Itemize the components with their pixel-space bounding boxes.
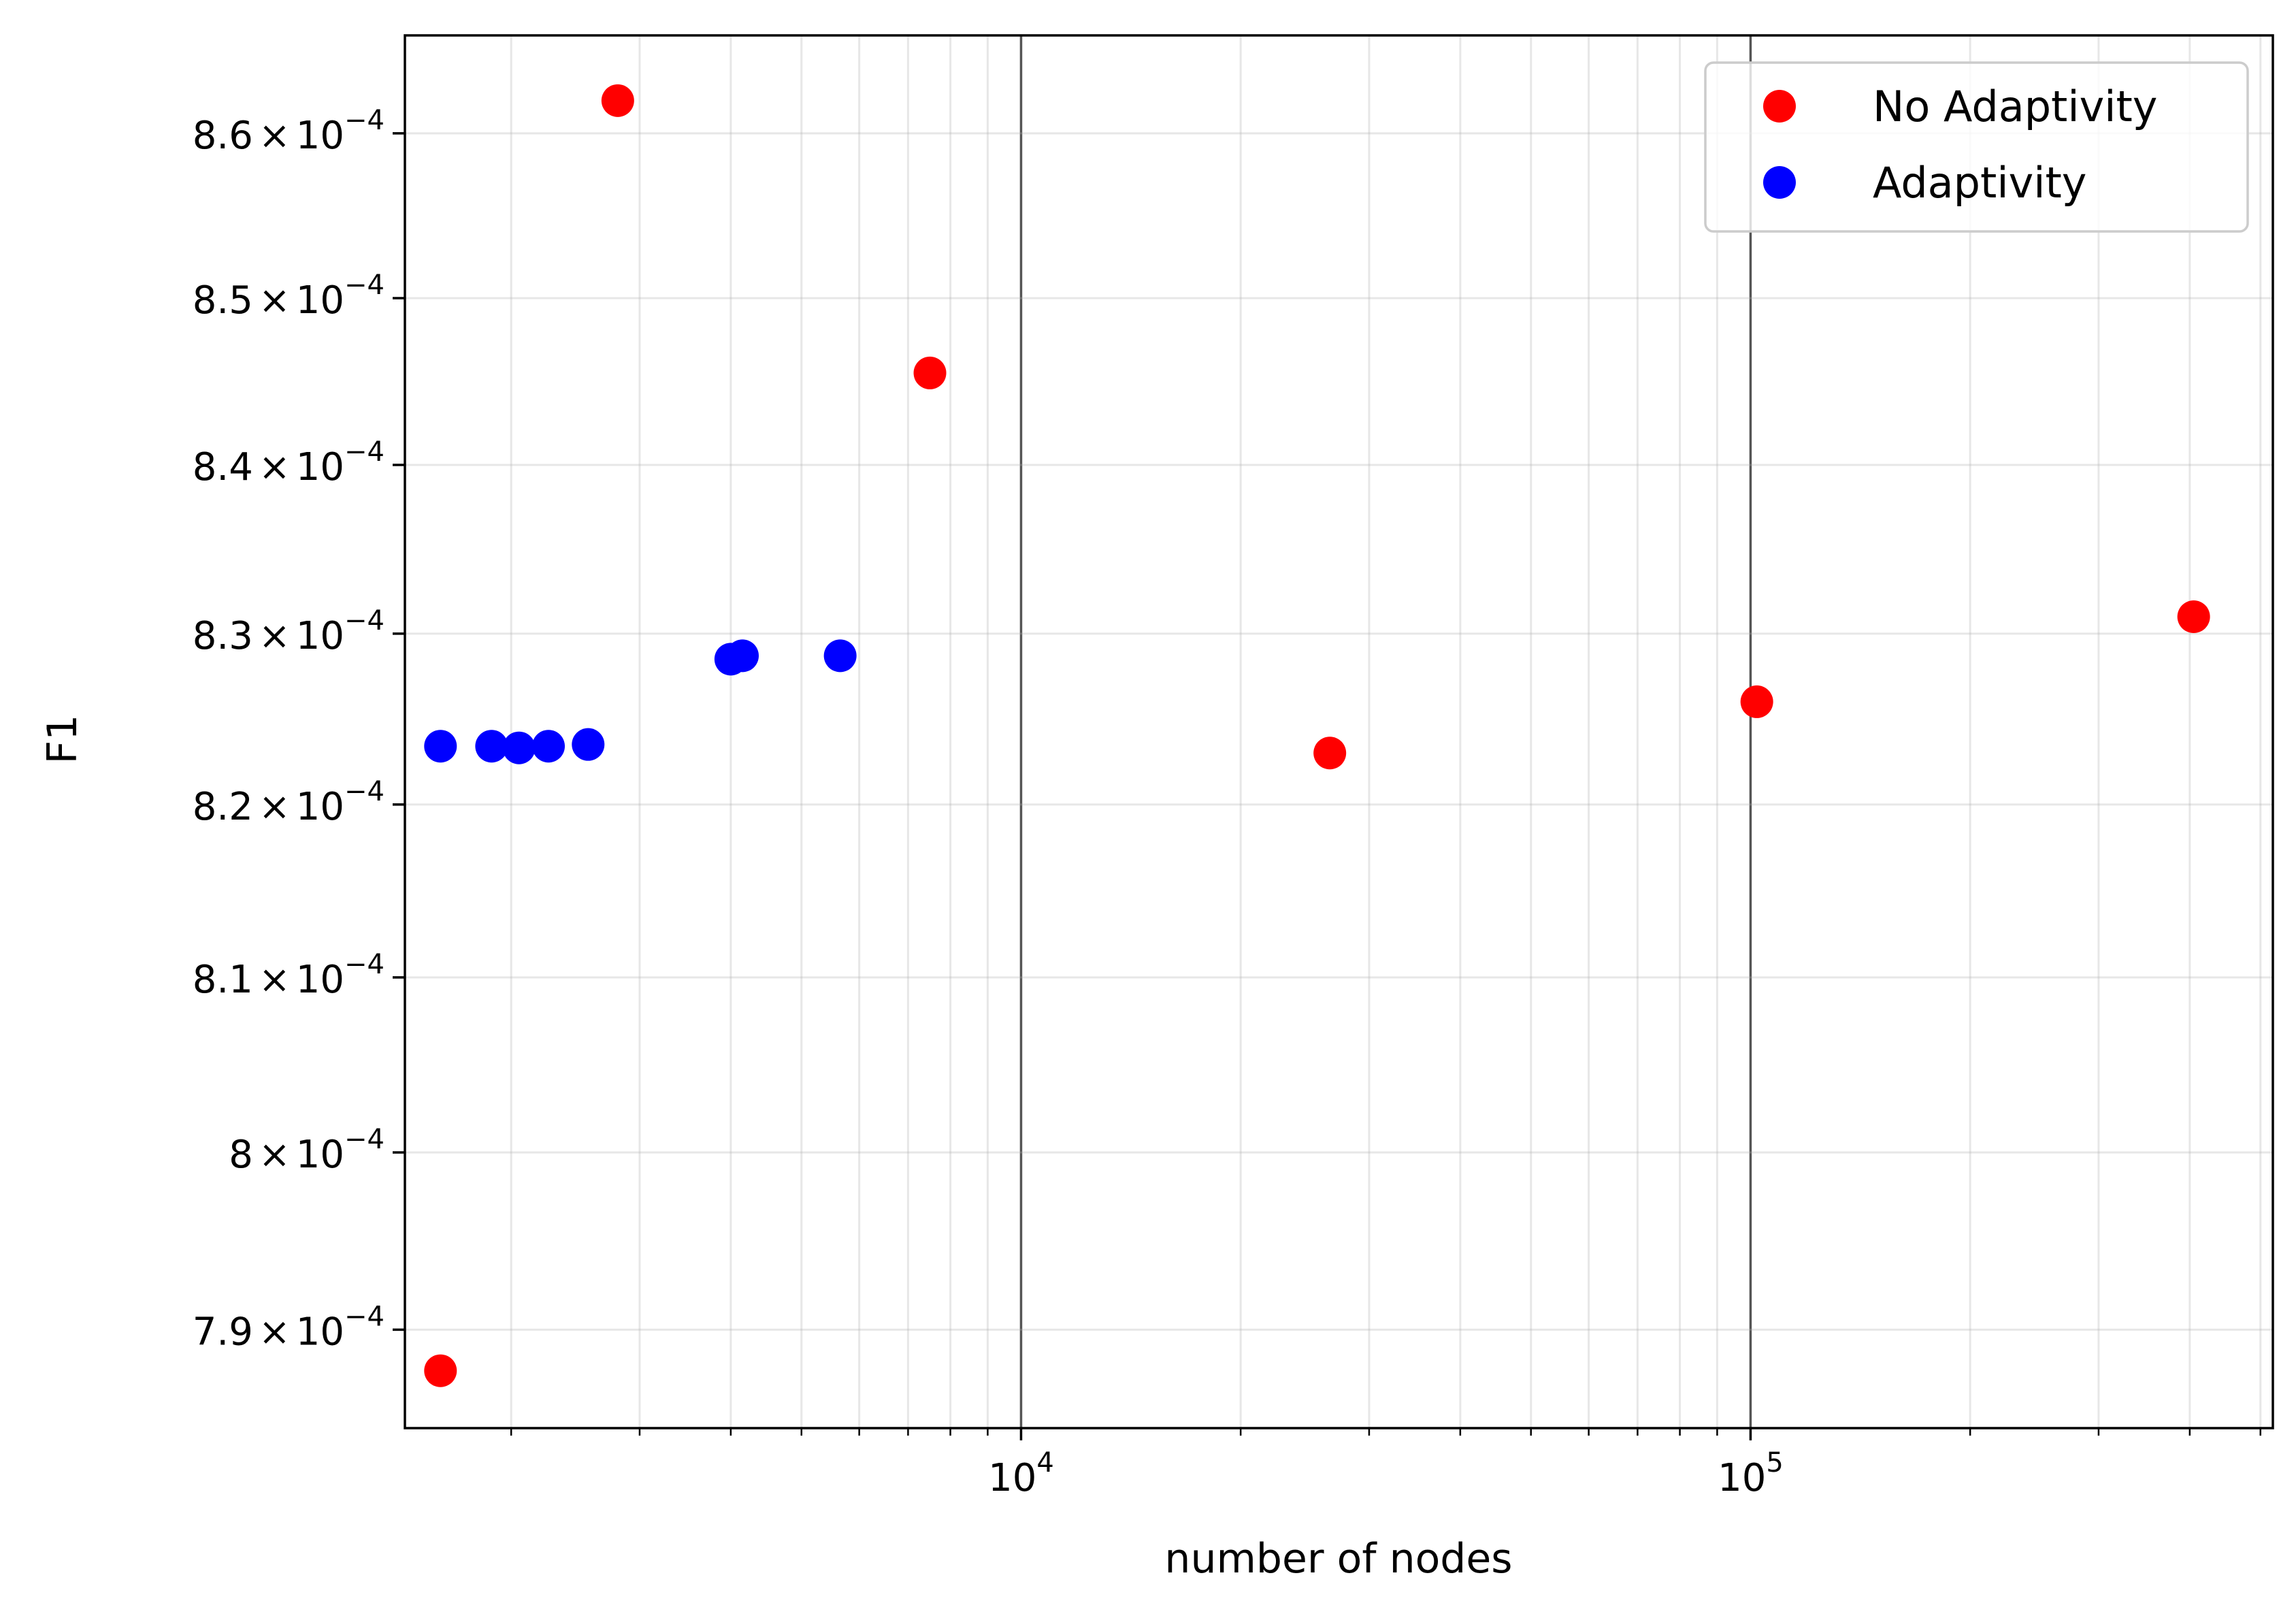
- grid-lines: [405, 35, 2273, 1428]
- point-no-adaptivity: [2177, 600, 2210, 634]
- legend-marker-adaptivity: [1763, 166, 1796, 199]
- point-adaptivity: [572, 728, 605, 761]
- y-axis-ticks: 7.9 × 10−4 8 × 10−4 8.1 × 10−4 8.2 × 10−4 8.3 × 10−4 8.…: [193, 105, 405, 1354]
- point-no-adaptivity: [424, 1354, 457, 1387]
- x-tick-label: 105: [1718, 1447, 1784, 1500]
- y-axis-title: F1: [39, 715, 86, 764]
- point-no-adaptivity: [913, 356, 947, 389]
- x-tick-label: 104: [988, 1447, 1054, 1500]
- y-tick-label: 8.1 × 10−4: [193, 949, 384, 1002]
- point-no-adaptivity: [1313, 737, 1347, 770]
- y-tick-label: 8.2 × 10−4: [193, 776, 384, 829]
- point-adaptivity: [823, 639, 857, 673]
- y-tick-label: 8.5 × 10−4: [193, 270, 384, 323]
- point-adaptivity: [502, 731, 536, 764]
- point-adaptivity: [475, 730, 508, 763]
- legend-marker-no-adaptivity: [1763, 90, 1796, 123]
- x-axis-title: number of nodes: [1164, 1535, 1512, 1583]
- point-adaptivity: [532, 730, 565, 763]
- data-points: [424, 84, 2210, 1387]
- point-adaptivity: [424, 730, 457, 763]
- point-no-adaptivity: [601, 84, 634, 117]
- point-adaptivity: [726, 639, 759, 673]
- legend-label-adaptivity: Adaptivity: [1873, 158, 2086, 208]
- legend: No Adaptivity Adaptivity: [1704, 61, 2249, 233]
- y-tick-label: 8.6 × 10−4: [193, 105, 384, 158]
- legend-box: [1704, 61, 2249, 233]
- point-no-adaptivity: [1740, 685, 1773, 718]
- x-axis-ticks: 104 105: [510, 1428, 2261, 1500]
- y-tick-label: 7.9 × 10−4: [193, 1301, 384, 1354]
- y-tick-label: 8.4 × 10−4: [193, 436, 384, 489]
- y-tick-label: 8 × 10−4: [229, 1124, 384, 1177]
- plot-area-frame: [404, 34, 2274, 1429]
- y-tick-label: 8.3 × 10−4: [193, 605, 384, 658]
- legend-label-no-adaptivity: No Adaptivity: [1873, 82, 2158, 131]
